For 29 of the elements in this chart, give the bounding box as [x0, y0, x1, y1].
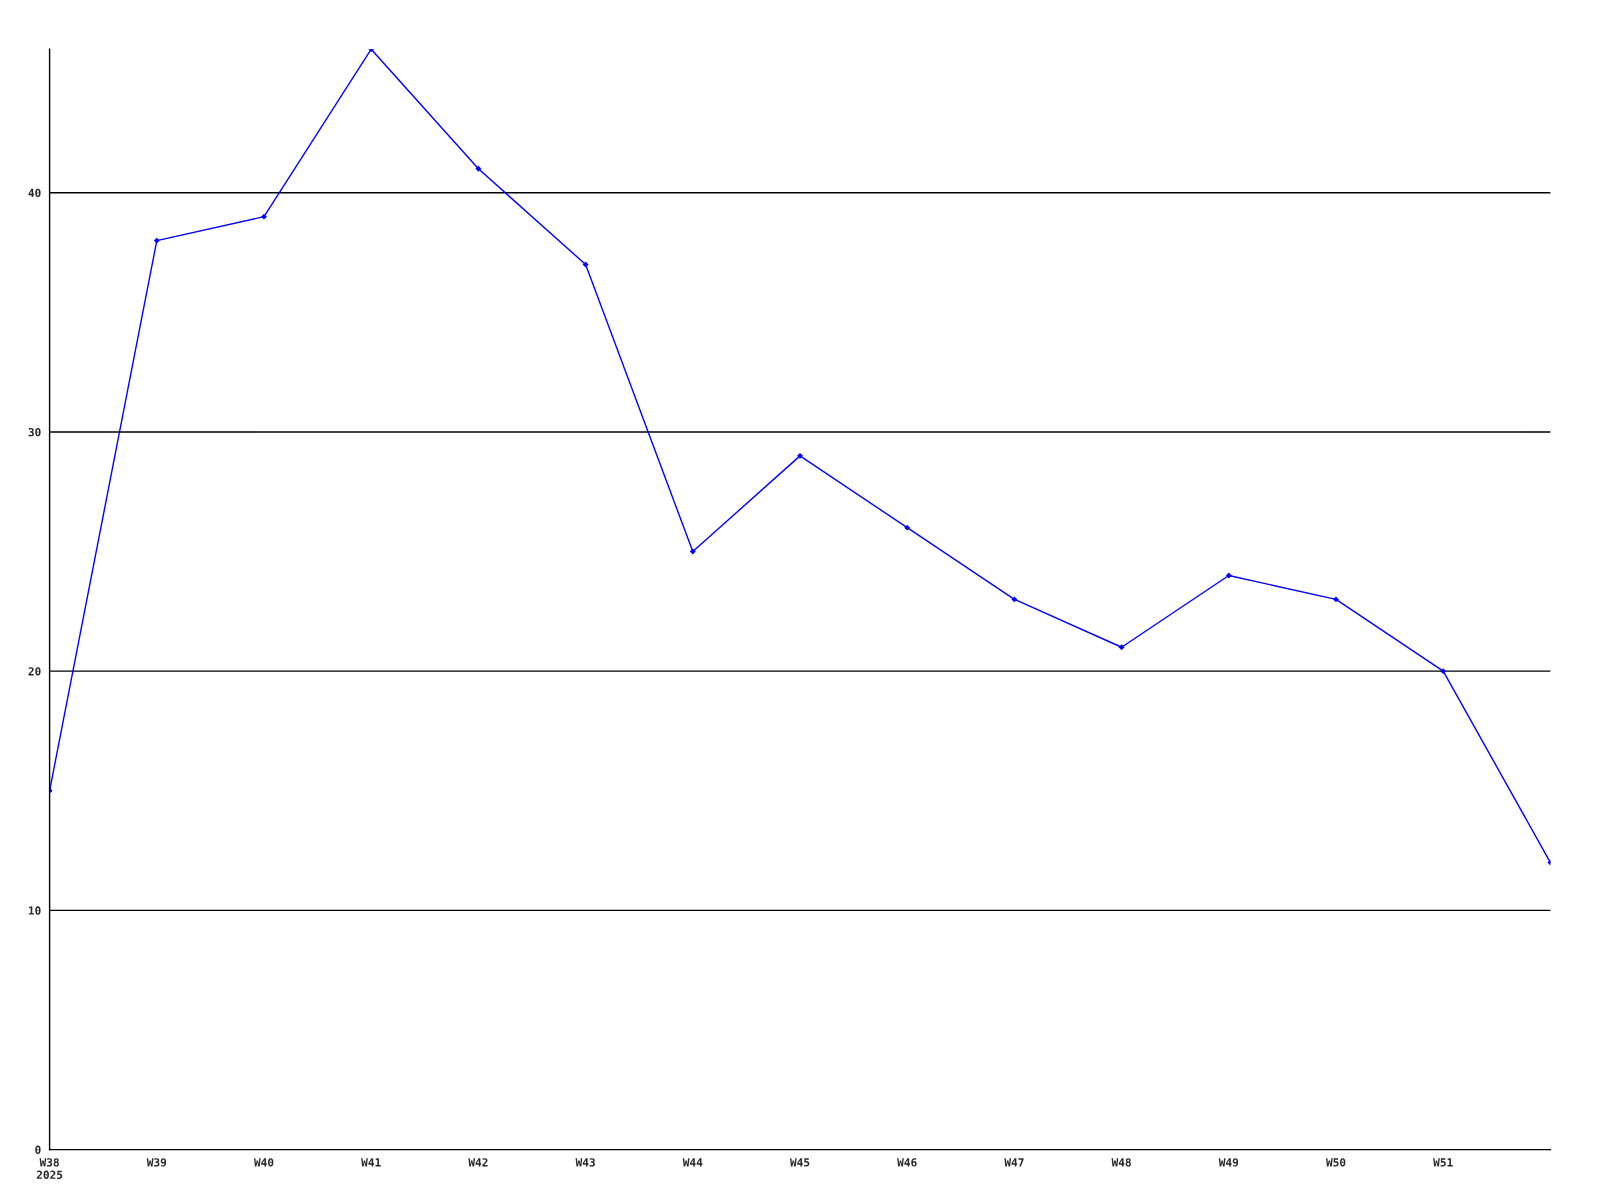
x-tick-label: W46	[897, 1158, 917, 1167]
point	[1225, 572, 1232, 579]
x-tick-label: W49	[1218, 1158, 1239, 1167]
point	[904, 524, 911, 531]
y-tick-label: 40	[28, 188, 41, 198]
y-tick-label: 20	[28, 667, 41, 676]
x-tick-label: W47	[1004, 1158, 1024, 1167]
x-tick-label: W45	[789, 1158, 810, 1167]
x-tick-label: W40	[253, 1158, 274, 1167]
x-tick-label: W51	[1433, 1158, 1453, 1167]
x-tick-label: W42	[468, 1158, 488, 1167]
y-tick-label: 10	[28, 906, 41, 915]
point	[475, 165, 482, 172]
point	[1333, 596, 1339, 603]
y-tick-label: 30	[28, 427, 41, 437]
x-tick-label: W44	[682, 1158, 703, 1167]
x-tick-label: W43	[575, 1158, 595, 1167]
x-tick-label: W39	[146, 1158, 167, 1167]
x-tick-label: W48	[1111, 1158, 1131, 1167]
x-tick-label: W50	[1325, 1158, 1346, 1167]
point	[582, 261, 589, 268]
point	[261, 213, 267, 220]
point	[153, 237, 160, 244]
x-tick-label: W41	[361, 1158, 381, 1167]
point	[689, 548, 696, 555]
y-tick-label: 0	[35, 1145, 41, 1154]
x-tick-label: W38 2025	[36, 1158, 63, 1179]
point	[797, 452, 803, 459]
point	[1118, 644, 1125, 651]
